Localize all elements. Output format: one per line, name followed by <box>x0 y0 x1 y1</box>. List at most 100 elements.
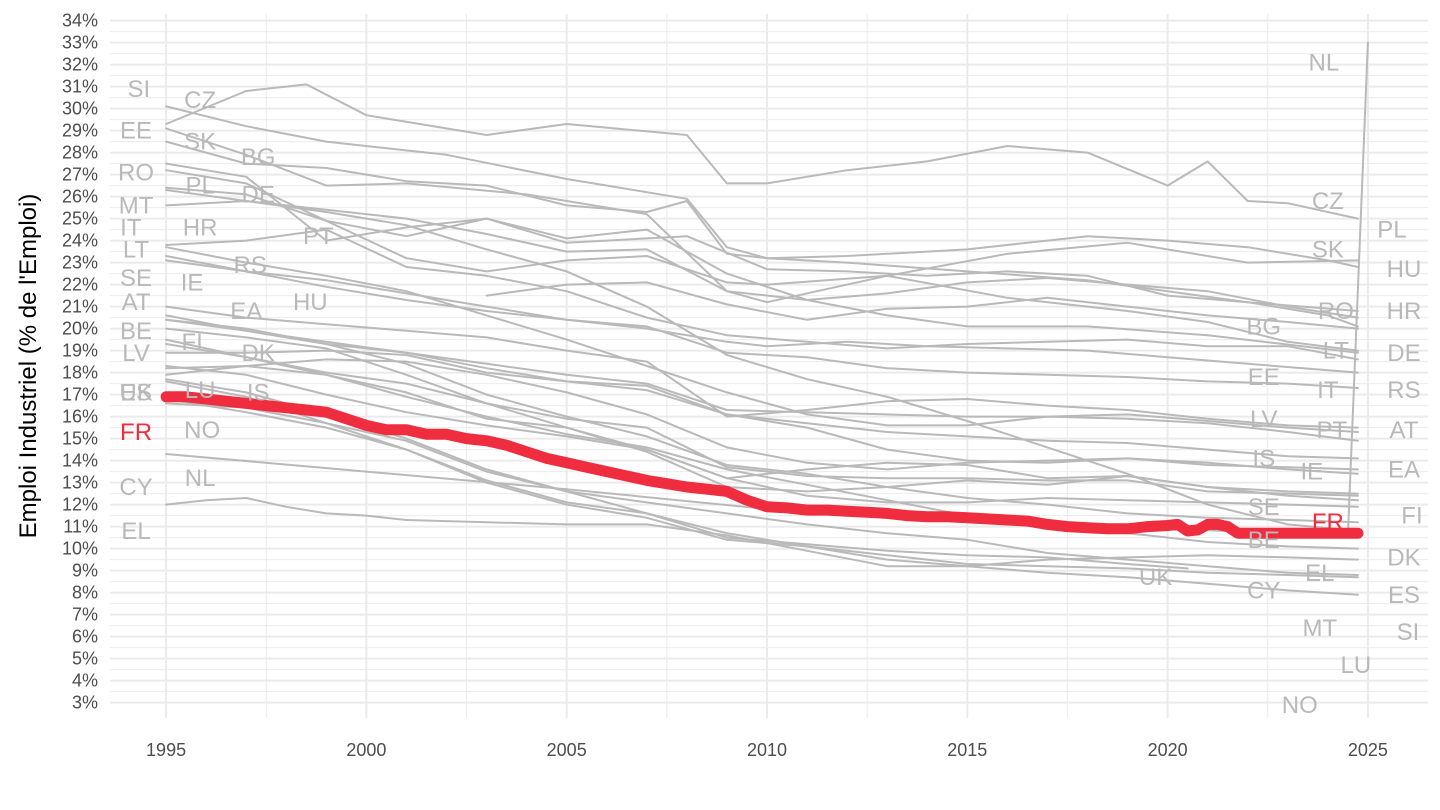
start-label-pl: PL <box>185 173 214 200</box>
start-label-fr: FR <box>120 419 152 446</box>
y-tick-label: 17% <box>62 385 98 405</box>
series-line-sk <box>165 140 1359 268</box>
start-label-uk: UK <box>119 379 152 406</box>
start-label-dk: DK <box>242 340 275 367</box>
y-tick-label: 16% <box>62 407 98 427</box>
series-line-ea <box>165 318 1359 460</box>
y-tick-label: 31% <box>62 77 98 97</box>
end-label-nl: NL <box>1308 49 1339 76</box>
y-tick-label: 10% <box>62 539 98 559</box>
start-label-se: SE <box>120 265 152 292</box>
start-label-fi: FI <box>181 329 202 356</box>
start-label-mt: MT <box>119 192 154 219</box>
series-line-pl <box>165 186 1359 286</box>
series-line-de <box>165 259 1359 374</box>
y-tick-label: 19% <box>62 341 98 361</box>
end-label-fr: FR <box>1312 509 1344 536</box>
end-label-rs: RS <box>1387 377 1420 404</box>
start-label-sk: SK <box>184 129 216 156</box>
x-axis: 1995 2000 2005 2010 2015 2020 2025 <box>146 740 1388 760</box>
series-line-be <box>165 338 1359 550</box>
y-tick-label: 29% <box>62 121 98 141</box>
y-tick-label: 12% <box>62 495 98 515</box>
end-label-pl: PL <box>1377 217 1406 244</box>
end-label-cz: CZ <box>1312 188 1344 215</box>
end-label-cy: CY <box>1247 577 1280 604</box>
series-line-lt <box>165 305 1359 429</box>
start-label-is: IS <box>247 379 270 406</box>
start-label-cz: CZ <box>184 87 216 114</box>
y-tick-label: 4% <box>72 671 98 691</box>
y-tick-label: 11% <box>63 517 98 537</box>
x-tick-label: 2010 <box>747 740 787 760</box>
start-label-no: NO <box>184 417 220 444</box>
series-line-ee <box>165 127 1359 352</box>
start-label-at: AT <box>122 289 151 316</box>
y-tick-label: 15% <box>62 429 98 449</box>
series-line-no <box>165 402 1359 576</box>
y-tick-label: 27% <box>62 165 98 185</box>
start-label-cy: CY <box>119 474 152 501</box>
series-line-pt <box>165 246 1359 442</box>
end-label-it: IT <box>1317 377 1339 404</box>
start-label-de: DE <box>242 181 275 208</box>
end-label-at: AT <box>1390 417 1419 444</box>
end-label-be: BE <box>1248 527 1280 554</box>
end-label-pt: PT <box>1317 417 1348 444</box>
x-tick-label: 1995 <box>146 740 186 760</box>
y-tick-label: 21% <box>62 297 98 317</box>
x-tick-label: 2015 <box>947 740 987 760</box>
start-label-lv: LV <box>122 340 150 367</box>
start-label-hr: HR <box>183 214 218 241</box>
x-tick-label: 2005 <box>547 740 587 760</box>
end-label-mt: MT <box>1303 615 1338 642</box>
series-line-hr <box>165 228 1359 361</box>
end-label-el: EL <box>1305 560 1334 587</box>
series-line-ie <box>165 327 1359 508</box>
end-label-fi: FI <box>1401 503 1422 530</box>
start-label-hu: HU <box>293 289 328 316</box>
y-tick-label: 9% <box>72 561 98 581</box>
start-label-it: IT <box>120 214 142 241</box>
start-label-lu: LU <box>185 377 216 404</box>
y-tick-label: 30% <box>62 99 98 119</box>
y-tick-label: 8% <box>72 583 98 603</box>
series-line-ro <box>165 169 1359 312</box>
y-tick-label: 5% <box>72 649 98 669</box>
x-tick-label: 2025 <box>1348 740 1388 760</box>
y-tick-label: 3% <box>72 693 98 713</box>
y-tick-label: 28% <box>62 143 98 163</box>
end-label-hr: HR <box>1387 298 1422 325</box>
y-tick-label: 14% <box>62 451 98 471</box>
end-label-se: SE <box>1248 494 1280 521</box>
x-tick-label: 2000 <box>346 740 386 760</box>
start-label-lt: LT <box>123 236 150 263</box>
series-line-el <box>165 497 1359 568</box>
start-label-ro: RO <box>118 159 154 186</box>
start-label-be: BE <box>120 318 152 345</box>
y-axis: 3%4%5%6%7%8%9%10%11%12%13%14%15%16%17%18… <box>62 11 98 713</box>
series-line-es <box>165 358 1359 471</box>
series-line-at <box>165 314 1359 433</box>
x-tick-label: 2020 <box>1148 740 1188 760</box>
y-tick-label: 23% <box>62 253 98 273</box>
series-line-rs <box>485 281 1359 330</box>
y-tick-label: 33% <box>62 33 98 53</box>
start-label-ea: EA <box>230 298 262 325</box>
y-tick-label: 22% <box>62 275 98 295</box>
series-line-cy <box>165 380 1359 596</box>
series-line-bg <box>165 162 1359 354</box>
start-label-pt: PT <box>303 223 334 250</box>
y-tick-label: 26% <box>62 187 98 207</box>
series-line-fr <box>160 391 1364 539</box>
end-label-de: DE <box>1387 340 1420 367</box>
y-tick-label: 7% <box>72 605 98 625</box>
end-label-dk: DK <box>1387 544 1420 571</box>
series-line-hu <box>165 200 1359 319</box>
end-label-ee: EE <box>1248 364 1280 391</box>
end-label-ie: IE <box>1300 459 1323 486</box>
y-tick-label: 24% <box>62 231 98 251</box>
series-line-cz <box>165 83 1359 220</box>
